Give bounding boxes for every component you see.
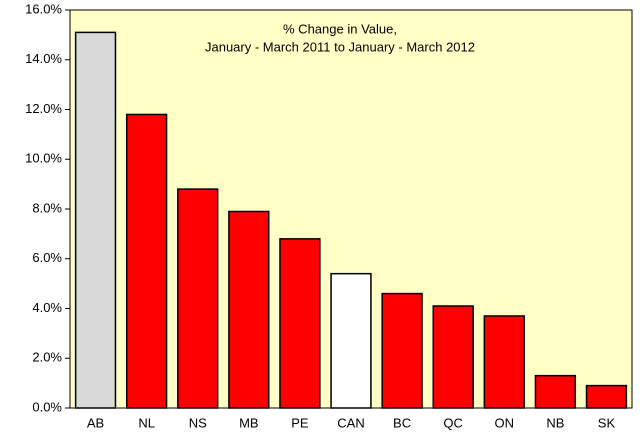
x-tick-label: NL: [138, 415, 155, 430]
bar: [330, 272, 372, 409]
bar: [432, 305, 474, 409]
x-tick-label: ON: [495, 415, 515, 430]
bar: [177, 188, 219, 409]
chart-title: % Change in Value,: [283, 21, 397, 36]
x-tick-label: PE: [291, 415, 309, 430]
y-tick-label: 12.0%: [25, 101, 62, 116]
chart-title: January - March 2011 to January - March …: [205, 39, 475, 54]
x-tick-label: MB: [239, 415, 259, 430]
bar: [279, 238, 321, 409]
y-tick-label: 14.0%: [25, 51, 62, 66]
y-tick-label: 10.0%: [25, 151, 62, 166]
y-tick-label: 8.0%: [32, 200, 62, 215]
y-tick-label: 4.0%: [32, 300, 62, 315]
x-tick-label: QC: [443, 415, 463, 430]
x-tick-label: AB: [87, 415, 104, 430]
x-tick-label: BC: [393, 415, 411, 430]
bar: [125, 113, 168, 409]
x-tick-label: NS: [189, 415, 207, 430]
y-tick-label: 6.0%: [32, 250, 62, 265]
bar: [74, 31, 117, 409]
bar: [381, 292, 423, 409]
x-tick-label: CAN: [337, 415, 364, 430]
bar: [585, 384, 628, 409]
bar: [483, 315, 525, 409]
bar: [228, 210, 270, 409]
y-tick-label: 2.0%: [32, 350, 62, 365]
y-tick-label: 16.0%: [25, 1, 62, 16]
y-tick-label: 0.0%: [32, 399, 62, 414]
x-tick-label: NB: [546, 415, 564, 430]
bar: [534, 374, 577, 409]
x-tick-label: SK: [598, 415, 616, 430]
